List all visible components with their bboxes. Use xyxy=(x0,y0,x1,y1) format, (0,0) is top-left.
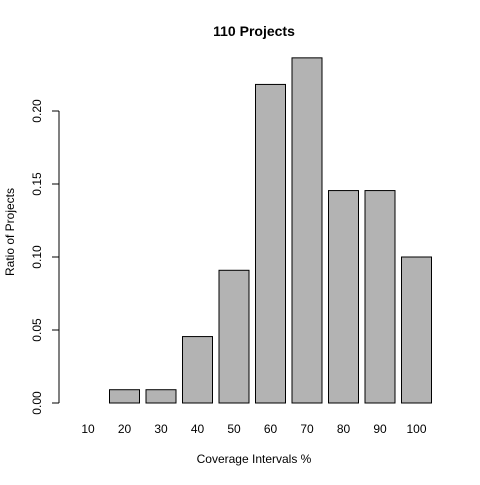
bar xyxy=(291,57,323,404)
bar xyxy=(218,269,250,404)
x-tick-label: 90 xyxy=(373,422,387,436)
y-axis-label: Ratio of Projects xyxy=(3,188,17,276)
x-axis-label: Coverage Intervals % xyxy=(197,452,312,466)
y-tick-label: 0.10 xyxy=(30,245,44,269)
x-tick-label: 70 xyxy=(300,422,314,436)
y-tick-label: 0.20 xyxy=(30,99,44,123)
bars xyxy=(109,57,432,404)
x-tick-label: 80 xyxy=(337,422,351,436)
chart-title: 110 Projects xyxy=(213,23,295,39)
bar xyxy=(328,190,359,404)
y-axis: 0.00 0.05 0.10 0.15 0.20 xyxy=(30,99,60,415)
x-tick-labels: 10 20 30 40 50 60 70 80 90 100 xyxy=(81,422,427,436)
y-tick-label: 0.00 xyxy=(30,391,44,415)
bar xyxy=(401,256,432,404)
x-tick-label: 50 xyxy=(227,422,241,436)
bar xyxy=(109,389,140,404)
x-tick-label: 20 xyxy=(118,422,132,436)
bar xyxy=(182,336,213,404)
bar xyxy=(364,190,396,404)
x-tick-label: 60 xyxy=(264,422,278,436)
y-tick-label: 0.05 xyxy=(30,318,44,342)
x-tick-label: 30 xyxy=(154,422,168,436)
x-tick-label: 40 xyxy=(191,422,205,436)
x-tick-label: 100 xyxy=(406,422,426,436)
y-tick-label: 0.15 xyxy=(30,172,44,196)
bar xyxy=(145,389,177,404)
bar xyxy=(255,83,286,404)
x-tick-label: 10 xyxy=(81,422,95,436)
